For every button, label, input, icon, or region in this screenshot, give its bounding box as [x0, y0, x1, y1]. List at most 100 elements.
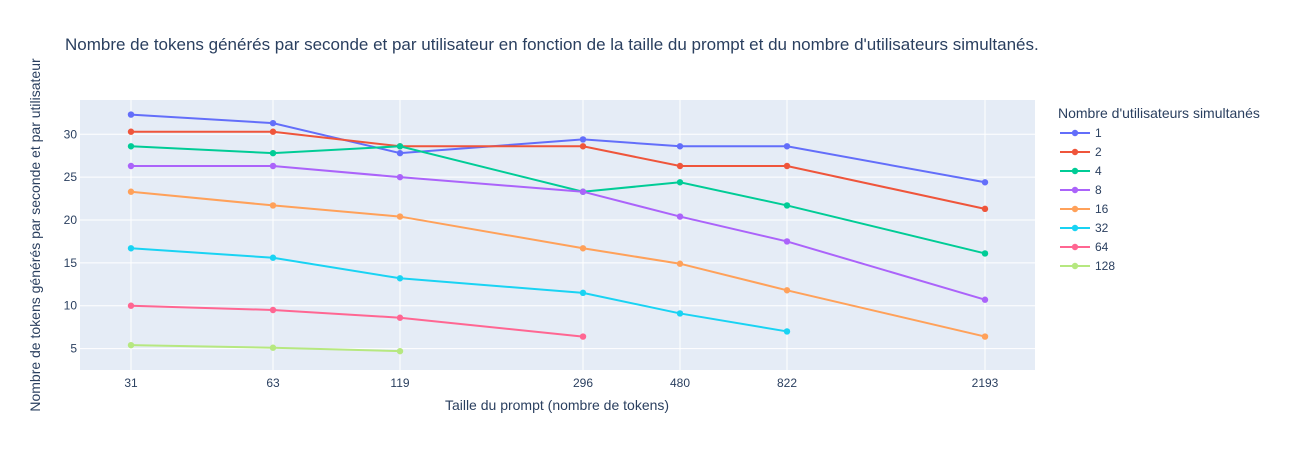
data-point[interactable] [676, 213, 684, 220]
data-point[interactable] [269, 128, 277, 135]
data-point[interactable] [396, 347, 404, 355]
legend-label: 4 [1095, 164, 1102, 178]
data-point[interactable] [127, 143, 135, 150]
x-axis-title: Taille du prompt (nombre de tokens) [445, 397, 669, 413]
chart-title: Nombre de tokens générés par seconde et … [65, 35, 1039, 54]
data-point[interactable] [127, 341, 135, 349]
legend-marker [1071, 129, 1079, 137]
data-point[interactable] [981, 205, 989, 213]
data-point[interactable] [783, 238, 791, 245]
data-point[interactable] [783, 328, 791, 335]
data-point[interactable] [127, 128, 135, 135]
legend-item[interactable]: 64 [1060, 240, 1109, 254]
data-point[interactable] [676, 143, 684, 150]
data-point[interactable] [579, 188, 587, 195]
data-point[interactable] [579, 136, 587, 143]
data-point[interactable] [396, 173, 404, 181]
series-layer [127, 111, 989, 355]
tick-labels: 5 10 15 20 25 30 31 63 119 296 480 822 2193 [64, 127, 999, 390]
y-tick-label: 10 [64, 299, 78, 313]
data-point[interactable] [396, 275, 404, 282]
data-point[interactable] [269, 119, 277, 127]
data-point[interactable] [579, 289, 587, 297]
y-tick-label: 5 [70, 342, 77, 356]
data-point[interactable] [676, 162, 684, 170]
legend-label: 64 [1095, 240, 1109, 254]
series-line [130, 304, 584, 338]
data-point[interactable] [676, 310, 684, 317]
data-point[interactable] [269, 162, 277, 170]
legend: Nombre d'utilisateurs simultanés 1 2 4 8 16 3… [1058, 105, 1260, 273]
data-point[interactable] [396, 149, 404, 157]
data-point[interactable] [676, 260, 684, 267]
series-line [130, 247, 788, 333]
legend-label: 1 [1095, 126, 1102, 140]
x-tick-label: 31 [124, 376, 138, 390]
x-tick-label: 2193 [972, 376, 999, 390]
legend-marker [1071, 167, 1079, 175]
y-tick-label: 15 [64, 256, 78, 270]
data-point[interactable] [127, 302, 135, 309]
data-point[interactable] [269, 202, 277, 209]
series-128 [127, 341, 404, 355]
legend-item[interactable]: 8 [1060, 183, 1102, 197]
x-tick-label: 296 [573, 376, 593, 390]
data-point[interactable] [396, 143, 404, 150]
legend-label: 128 [1095, 259, 1115, 273]
data-point[interactable] [269, 254, 277, 261]
legend-item[interactable]: 32 [1060, 221, 1109, 235]
data-point[interactable] [269, 306, 277, 314]
legend-label: 16 [1095, 202, 1109, 216]
plot-area [80, 100, 1035, 370]
legend-title: Nombre d'utilisateurs simultanés [1058, 105, 1260, 121]
legend-item[interactable]: 16 [1060, 202, 1109, 216]
legend-marker [1071, 224, 1079, 232]
data-point[interactable] [783, 143, 791, 150]
series-16 [127, 188, 989, 340]
legend-marker [1071, 205, 1079, 213]
data-point[interactable] [127, 188, 135, 195]
data-point[interactable] [269, 149, 277, 157]
data-point[interactable] [783, 287, 791, 294]
data-point[interactable] [579, 333, 587, 340]
series-8 [127, 162, 989, 303]
y-tick-label: 25 [64, 170, 78, 184]
x-tick-label: 822 [777, 376, 797, 390]
data-point[interactable] [127, 111, 135, 118]
x-tick-label: 63 [266, 376, 280, 390]
data-point[interactable] [269, 344, 277, 351]
legend-item[interactable]: 1 [1060, 126, 1102, 140]
data-point[interactable] [579, 245, 587, 252]
series-1 [127, 111, 989, 186]
data-point[interactable] [127, 245, 135, 252]
y-tick-label: 30 [64, 127, 78, 141]
y-tick-label: 20 [64, 213, 78, 227]
data-point[interactable] [396, 314, 404, 321]
legend-label: 8 [1095, 183, 1102, 197]
legend-marker [1071, 243, 1079, 251]
legend-marker [1071, 148, 1079, 156]
x-tick-label: 119 [390, 376, 409, 390]
data-point[interactable] [783, 202, 791, 209]
data-point[interactable] [579, 143, 587, 150]
data-point[interactable] [396, 213, 404, 220]
legend-label: 32 [1095, 221, 1109, 235]
legend-label: 2 [1095, 145, 1102, 159]
data-point[interactable] [981, 250, 989, 257]
data-point[interactable] [981, 296, 989, 303]
legend-item[interactable]: 128 [1060, 259, 1115, 273]
series-32 [127, 245, 791, 335]
x-tick-label: 480 [670, 376, 690, 390]
legend-item[interactable]: 2 [1060, 145, 1102, 159]
data-point[interactable] [981, 179, 989, 186]
series-64 [127, 302, 587, 340]
data-point[interactable] [127, 162, 135, 170]
data-point[interactable] [981, 333, 989, 340]
data-point[interactable] [676, 179, 684, 186]
y-axis-title: Nombre de tokens générés par seconde et … [27, 58, 43, 412]
data-point[interactable] [783, 162, 791, 170]
legend-marker [1071, 262, 1079, 270]
legend-item[interactable]: 4 [1060, 164, 1102, 178]
